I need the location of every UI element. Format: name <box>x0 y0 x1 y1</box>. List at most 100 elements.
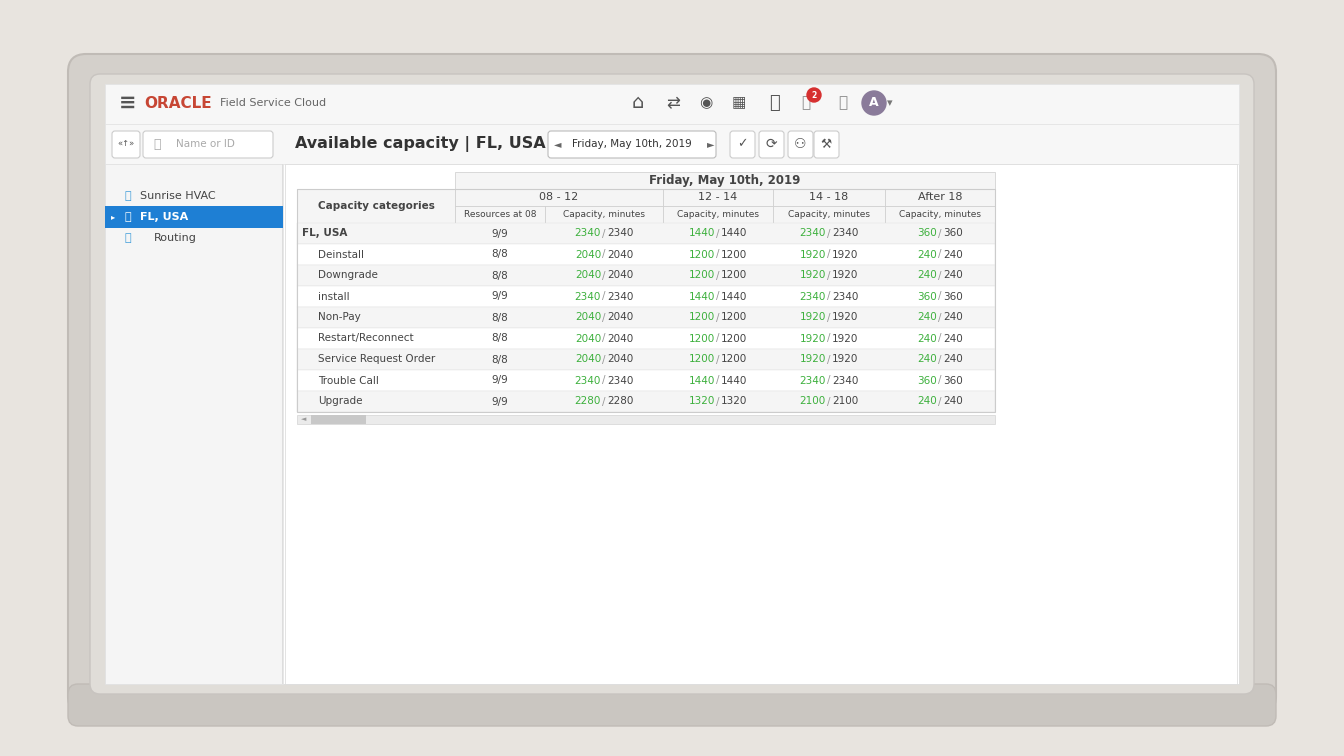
Text: /: / <box>938 271 942 280</box>
Text: 2340: 2340 <box>575 376 601 386</box>
Bar <box>456 206 546 223</box>
Text: /: / <box>716 355 720 364</box>
FancyBboxPatch shape <box>69 684 1275 726</box>
Text: 1920: 1920 <box>832 271 859 280</box>
Bar <box>297 415 995 424</box>
Text: 240: 240 <box>943 249 962 259</box>
Text: /: / <box>716 228 720 238</box>
Text: 2100: 2100 <box>800 396 827 407</box>
Text: 1440: 1440 <box>688 228 715 238</box>
Text: /: / <box>828 312 831 323</box>
Text: Non-Pay: Non-Pay <box>319 312 360 323</box>
Text: /: / <box>938 333 942 343</box>
Text: 2340: 2340 <box>607 228 633 238</box>
Bar <box>105 84 1239 124</box>
Text: 1200: 1200 <box>720 271 747 280</box>
FancyBboxPatch shape <box>142 131 273 158</box>
Text: 2340: 2340 <box>800 292 827 302</box>
Text: /: / <box>938 355 942 364</box>
Bar <box>297 223 995 244</box>
Text: 1200: 1200 <box>720 355 747 364</box>
FancyBboxPatch shape <box>814 131 839 158</box>
Text: 2340: 2340 <box>800 376 827 386</box>
Text: /: / <box>602 292 606 302</box>
Text: Service Request Order: Service Request Order <box>319 355 435 364</box>
Text: 8/8: 8/8 <box>492 249 508 259</box>
Text: /: / <box>602 376 606 386</box>
Text: 2340: 2340 <box>832 376 859 386</box>
Text: ▦: ▦ <box>732 95 746 110</box>
Bar <box>663 189 773 206</box>
Bar <box>105 124 1239 164</box>
Text: /: / <box>828 292 831 302</box>
Text: FL, USA: FL, USA <box>302 228 347 238</box>
Text: install: install <box>319 292 349 302</box>
FancyBboxPatch shape <box>759 131 784 158</box>
Bar <box>773 189 884 206</box>
Text: 240: 240 <box>917 312 937 323</box>
Text: 14 - 18: 14 - 18 <box>809 193 848 203</box>
Text: /: / <box>828 333 831 343</box>
Text: 2340: 2340 <box>832 292 859 302</box>
Bar <box>663 206 773 223</box>
Text: 2340: 2340 <box>800 228 827 238</box>
Text: /: / <box>938 249 942 259</box>
Text: ⟳: ⟳ <box>765 137 777 151</box>
Bar <box>456 189 663 206</box>
Text: ▸: ▸ <box>110 212 116 222</box>
Text: ≡: ≡ <box>120 93 137 113</box>
Text: /: / <box>602 355 606 364</box>
Bar <box>285 164 1236 684</box>
Text: 2100: 2100 <box>832 396 859 407</box>
Bar <box>297 370 995 391</box>
Text: 2340: 2340 <box>575 228 601 238</box>
Text: 1320: 1320 <box>688 396 715 407</box>
Text: 12 - 14: 12 - 14 <box>699 193 738 203</box>
Text: /: / <box>716 312 720 323</box>
Text: Friday, May 10th, 2019: Friday, May 10th, 2019 <box>573 139 692 149</box>
Text: 2: 2 <box>812 91 817 100</box>
Text: 240: 240 <box>917 333 937 343</box>
FancyBboxPatch shape <box>69 54 1275 714</box>
Text: 8/8: 8/8 <box>492 271 508 280</box>
Text: 2340: 2340 <box>575 292 601 302</box>
Bar <box>884 189 995 206</box>
FancyBboxPatch shape <box>112 131 140 158</box>
Text: 360: 360 <box>943 292 962 302</box>
Text: FL, USA: FL, USA <box>140 212 188 222</box>
Text: Upgrade: Upgrade <box>319 396 363 407</box>
Text: 360: 360 <box>917 376 937 386</box>
Text: 240: 240 <box>943 396 962 407</box>
FancyBboxPatch shape <box>788 131 813 158</box>
Text: 2040: 2040 <box>607 333 633 343</box>
Text: 2040: 2040 <box>607 249 633 259</box>
Text: 240: 240 <box>943 333 962 343</box>
Text: Available capacity | FL, USA: Available capacity | FL, USA <box>294 136 546 152</box>
Text: 1200: 1200 <box>688 312 715 323</box>
Text: 🔔: 🔔 <box>801 95 810 110</box>
Text: Deinstall: Deinstall <box>319 249 364 259</box>
Text: 2040: 2040 <box>607 355 633 364</box>
Text: 9/9: 9/9 <box>492 376 508 386</box>
Text: ▾: ▾ <box>887 98 892 108</box>
Text: /: / <box>938 228 942 238</box>
Text: 2040: 2040 <box>575 271 601 280</box>
Text: Routing: Routing <box>155 233 196 243</box>
Text: 👥: 👥 <box>125 212 132 222</box>
Text: /: / <box>602 271 606 280</box>
Text: /: / <box>938 396 942 407</box>
Text: 360: 360 <box>917 228 937 238</box>
FancyBboxPatch shape <box>90 74 1254 694</box>
Text: /: / <box>828 271 831 280</box>
Bar <box>105 206 284 228</box>
Text: /: / <box>716 249 720 259</box>
Text: /: / <box>938 312 942 323</box>
Text: 2280: 2280 <box>575 396 601 407</box>
Text: ORACLE: ORACLE <box>144 95 211 110</box>
FancyBboxPatch shape <box>548 131 716 158</box>
Text: /: / <box>602 396 606 407</box>
Bar <box>297 349 995 370</box>
Text: /: / <box>602 228 606 238</box>
Bar <box>297 391 995 412</box>
Text: 👥: 👥 <box>125 191 132 201</box>
